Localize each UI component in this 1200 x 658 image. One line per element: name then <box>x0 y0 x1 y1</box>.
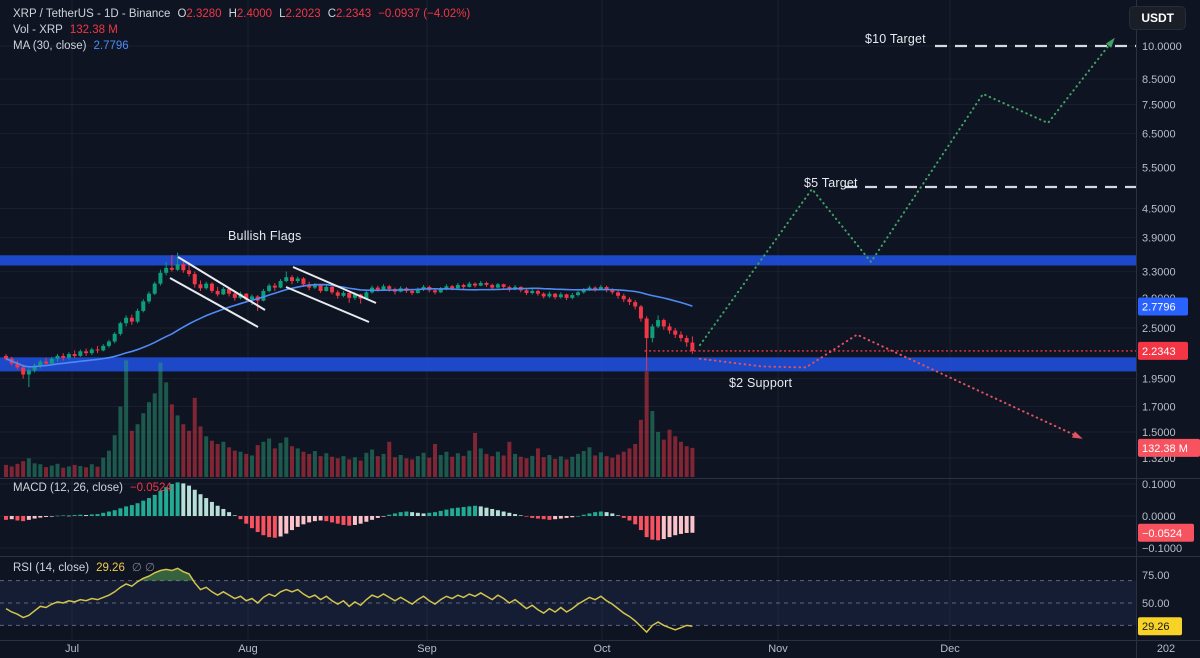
symbol-title[interactable]: XRP / TetherUS - 1D - Binance <box>13 8 171 20</box>
svg-text:4.5000: 4.5000 <box>1142 203 1176 215</box>
svg-text:3.9000: 3.9000 <box>1142 233 1176 245</box>
svg-text:10.0000: 10.0000 <box>1142 41 1182 53</box>
svg-text:1.9500: 1.9500 <box>1142 374 1176 386</box>
svg-text:132.38 M: 132.38 M <box>1142 443 1188 455</box>
rsi-value: 29.26 <box>96 562 125 574</box>
macd-value: −0.0524 <box>129 482 172 494</box>
svg-text:Sep: Sep <box>417 643 437 655</box>
svg-text:0.0000: 0.0000 <box>1142 511 1176 523</box>
rsi-pane-legend[interactable]: RSI (14, close) 29.26 ∅ ∅ <box>13 560 155 574</box>
macd-pane-legend[interactable]: MACD (12, 26, close) −0.0524 <box>13 482 172 494</box>
legend-ohlc-row[interactable]: XRP / TetherUS - 1D - Binance O2.3280 H2.4… <box>13 6 470 22</box>
svg-text:3.3000: 3.3000 <box>1142 267 1176 279</box>
legend-ma-row[interactable]: MA (30, close) 2.7796 <box>13 38 470 54</box>
svg-text:Nov: Nov <box>768 643 788 655</box>
change-value: −0.0937 (−4.02%) <box>378 8 471 20</box>
currency-toggle-button[interactable]: USDT <box>1129 6 1186 30</box>
svg-text:29.26: 29.26 <box>1142 621 1170 633</box>
svg-text:1.5000: 1.5000 <box>1142 427 1176 439</box>
svg-text:Dec: Dec <box>940 643 960 655</box>
volume-label: Vol - XRP <box>13 24 63 36</box>
svg-text:7.5000: 7.5000 <box>1142 100 1176 112</box>
svg-text:1.7000: 1.7000 <box>1142 402 1176 414</box>
symbol-legend: XRP / TetherUS - 1D - Binance O2.3280 H2.4… <box>13 6 470 54</box>
annotation-bullish-flags[interactable]: Bullish Flags <box>228 229 302 243</box>
svg-text:−0.1000: −0.1000 <box>1142 543 1182 555</box>
annotation-10-target[interactable]: $10 Target <box>865 32 926 46</box>
svg-text:Oct: Oct <box>593 643 610 655</box>
svg-text:Aug: Aug <box>238 643 258 655</box>
annotation-5-target[interactable]: $5 Target <box>804 176 858 190</box>
svg-text:6.5000: 6.5000 <box>1142 129 1176 141</box>
annotation-2-support[interactable]: $2 Support <box>729 376 793 390</box>
low-value: 2.2023 <box>285 8 321 20</box>
svg-text:2.7796: 2.7796 <box>1142 301 1176 313</box>
ma-label: MA (30, close) <box>13 40 87 52</box>
svg-text:5.5000: 5.5000 <box>1142 163 1176 175</box>
open-value: 2.3280 <box>186 8 222 20</box>
open-key: O <box>177 8 187 20</box>
svg-text:202: 202 <box>1157 643 1175 655</box>
svg-text:75.00: 75.00 <box>1142 570 1170 582</box>
ghost-source-icons[interactable]: ∅ ∅ <box>131 562 156 574</box>
svg-text:0.1000: 0.1000 <box>1142 479 1176 491</box>
low-key: L <box>279 8 286 20</box>
svg-text:2.5000: 2.5000 <box>1142 323 1176 335</box>
high-key: H <box>228 8 237 20</box>
high-value: 2.4000 <box>236 8 273 20</box>
svg-text:50.00: 50.00 <box>1142 598 1170 610</box>
ma-value: 2.7796 <box>93 40 129 52</box>
svg-text:8.5000: 8.5000 <box>1142 74 1176 86</box>
svg-text:−0.0524: −0.0524 <box>1142 528 1182 540</box>
rsi-label: RSI (14, close) <box>13 562 90 574</box>
legend-volume-row[interactable]: Vol - XRP 132.38 M <box>13 22 470 38</box>
close-key: C <box>327 8 336 20</box>
svg-text:Jul: Jul <box>65 643 79 655</box>
svg-text:2.2343: 2.2343 <box>1142 346 1176 358</box>
volume-value: 132.38 M <box>69 24 118 36</box>
close-value: 2.2343 <box>336 8 372 20</box>
macd-label: MACD (12, 26, close) <box>13 482 123 494</box>
